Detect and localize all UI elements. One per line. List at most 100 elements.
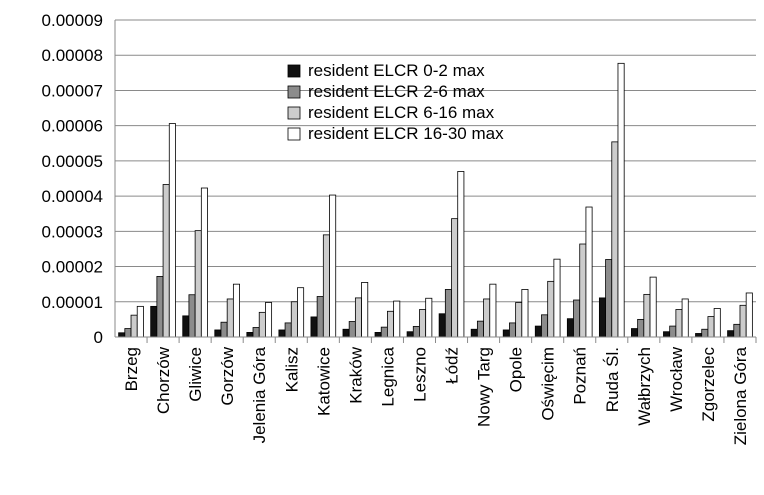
bar-2 bbox=[316, 296, 324, 338]
legend-swatch bbox=[287, 64, 301, 78]
bar-2 bbox=[348, 321, 356, 338]
x-category-label: Zgorzelec bbox=[699, 347, 718, 422]
x-category-label: Kalisz bbox=[282, 347, 301, 392]
bar-1 bbox=[598, 297, 606, 338]
bar-3 bbox=[643, 293, 651, 338]
bar-3 bbox=[258, 311, 266, 338]
bar-2 bbox=[220, 321, 228, 338]
bar-2 bbox=[573, 299, 581, 338]
bar-3 bbox=[290, 301, 298, 338]
bar-3 bbox=[387, 310, 395, 338]
bar-2 bbox=[605, 259, 613, 338]
bar-4 bbox=[136, 305, 144, 338]
bar-1 bbox=[663, 331, 671, 338]
bar-2 bbox=[669, 325, 677, 338]
legend-label: resident ELCR 2-6 max bbox=[308, 82, 485, 101]
y-tick-label: 0.00007 bbox=[42, 81, 103, 100]
x-category-label: Legnica bbox=[378, 346, 397, 406]
bar-2 bbox=[380, 326, 388, 338]
bar-3 bbox=[130, 314, 138, 338]
bar-2 bbox=[509, 322, 517, 338]
y-tick-label: 0.00008 bbox=[42, 46, 103, 65]
bar-4 bbox=[617, 62, 625, 338]
bar-2 bbox=[284, 322, 292, 338]
bar-4 bbox=[649, 276, 657, 338]
x-category-label: Poznań bbox=[571, 347, 590, 405]
bar-1 bbox=[310, 316, 318, 338]
x-category-label: Nowy Targ bbox=[475, 347, 494, 427]
legend: resident ELCR 0-2 max resident ELCR 2-6 m… bbox=[287, 61, 504, 143]
x-category-label: Chorzów bbox=[154, 346, 173, 414]
bar-3 bbox=[322, 234, 330, 338]
bar-2 bbox=[476, 320, 484, 338]
bar-2 bbox=[733, 323, 741, 338]
bar-4 bbox=[265, 302, 273, 338]
bar-1 bbox=[534, 325, 542, 338]
bar-1 bbox=[246, 332, 254, 338]
y-tick-label: 0.00005 bbox=[42, 152, 103, 171]
bar-3 bbox=[451, 218, 459, 338]
bar-2 bbox=[444, 289, 452, 338]
bar-1 bbox=[727, 330, 735, 338]
x-category-label: Wałbrzych bbox=[635, 347, 654, 426]
bar-4 bbox=[585, 206, 593, 338]
bar-1 bbox=[566, 318, 574, 338]
bar-1 bbox=[214, 329, 222, 338]
x-axis: Brzeg Chorzów Gliwice Gorzów Jelenia Góra Kal… bbox=[115, 336, 757, 445]
y-tick-label: 0.00002 bbox=[42, 258, 103, 277]
x-category-label: Leszno bbox=[410, 347, 429, 402]
x-category-label: Wrocław bbox=[667, 346, 686, 412]
y-tick-label: 0 bbox=[94, 328, 103, 347]
x-category-label: Opole bbox=[507, 347, 526, 392]
bar-4 bbox=[681, 298, 689, 338]
bar-1 bbox=[374, 332, 382, 338]
bar-4 bbox=[521, 289, 529, 338]
bar-4 bbox=[553, 258, 561, 338]
bar-3 bbox=[707, 316, 715, 338]
bar-3 bbox=[419, 309, 427, 338]
bar-4 bbox=[393, 300, 401, 338]
bar-1 bbox=[182, 315, 190, 338]
bar-1 bbox=[695, 333, 703, 338]
bar-1 bbox=[406, 331, 414, 338]
bar-3 bbox=[483, 298, 491, 338]
bar-2 bbox=[637, 318, 645, 338]
bar-3 bbox=[739, 304, 747, 338]
bar-1 bbox=[631, 328, 639, 338]
bar-4 bbox=[489, 283, 497, 338]
bar-4 bbox=[425, 297, 433, 338]
bar-3 bbox=[354, 297, 362, 338]
bar-1 bbox=[502, 329, 510, 338]
y-tick-label: 0.00004 bbox=[42, 187, 103, 206]
bar-2 bbox=[188, 294, 196, 338]
bar-4 bbox=[745, 292, 753, 338]
bar-3 bbox=[579, 243, 587, 338]
bar-3 bbox=[515, 302, 523, 338]
bar-4 bbox=[168, 123, 176, 338]
x-category-label: Oświęcim bbox=[539, 347, 558, 421]
bar-2 bbox=[701, 328, 709, 338]
bar-3 bbox=[162, 184, 170, 338]
x-category-label: Ruda Śl. bbox=[603, 347, 622, 412]
x-category-label: Katowice bbox=[314, 347, 333, 416]
y-tick-label: 0.00009 bbox=[42, 11, 103, 30]
x-category-label: Zielona Góra bbox=[731, 346, 750, 445]
bar-4 bbox=[232, 283, 240, 338]
bars bbox=[118, 62, 753, 338]
bar-4 bbox=[457, 171, 465, 338]
bar-1 bbox=[342, 328, 350, 338]
x-category-label: Gorzów bbox=[218, 346, 237, 405]
bar-3 bbox=[675, 309, 683, 338]
bar-1 bbox=[150, 305, 158, 338]
x-category-label: Brzeg bbox=[122, 347, 141, 391]
x-category-label: Jelenia Góra bbox=[250, 346, 269, 443]
legend-swatch bbox=[287, 127, 301, 141]
bar-3 bbox=[226, 298, 234, 338]
bar-3 bbox=[194, 230, 202, 338]
bar-4 bbox=[329, 194, 337, 338]
y-tick-label: 0.00006 bbox=[42, 117, 103, 136]
gridlines bbox=[115, 19, 756, 303]
legend-swatch bbox=[287, 85, 301, 99]
bar-1 bbox=[278, 329, 286, 338]
bar-2 bbox=[412, 326, 420, 338]
